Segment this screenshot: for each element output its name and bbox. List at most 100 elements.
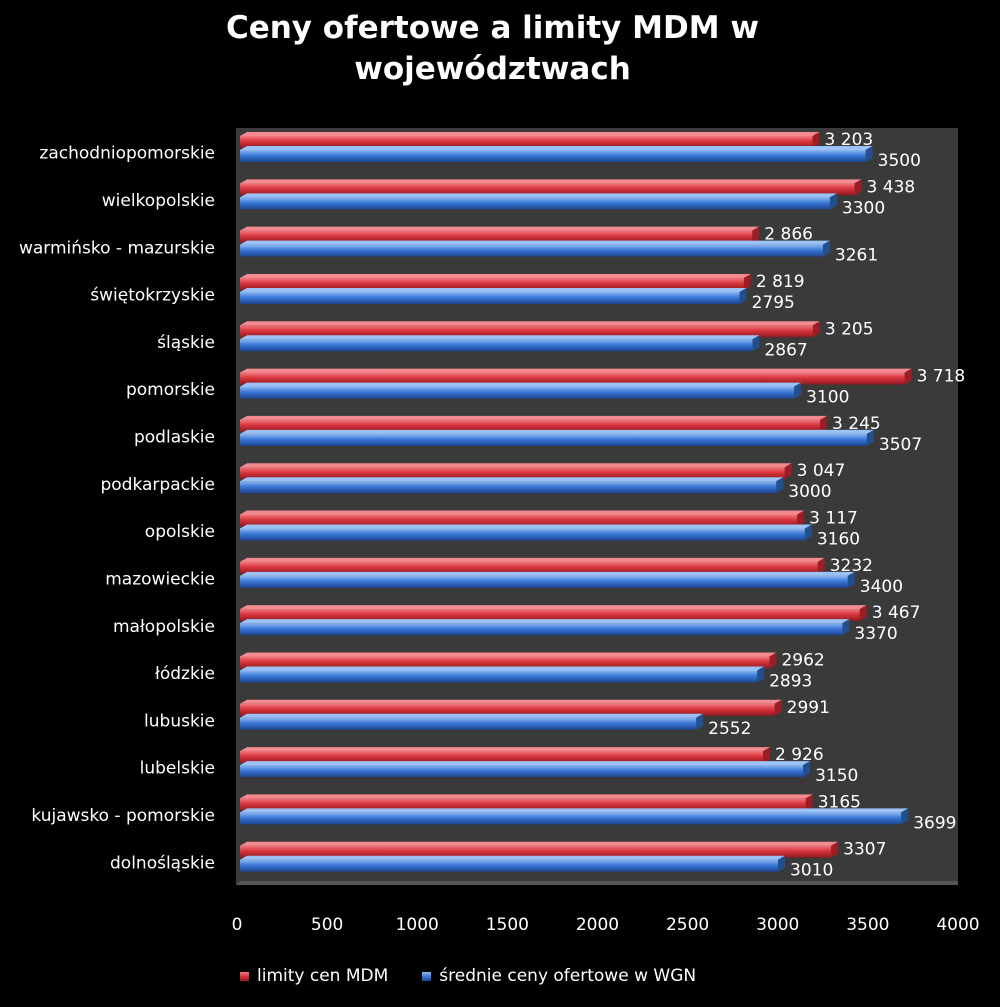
- bar-top-face: [240, 477, 784, 482]
- data-label: 2 926: [775, 745, 824, 765]
- data-label: 3 245: [832, 414, 881, 434]
- data-label: 3 438: [867, 177, 916, 197]
- bar: [240, 291, 740, 304]
- bar-end-face: [752, 226, 760, 243]
- x-tick-label: 3000: [756, 915, 799, 935]
- bar-top-face: [240, 713, 704, 718]
- legend-item-series-2: średnie ceny ofertowe w WGN: [422, 966, 696, 986]
- bar-top-face: [240, 463, 792, 468]
- data-label: 2867: [764, 340, 807, 360]
- bar-top-face: [240, 240, 830, 245]
- x-tick-label: 1000: [396, 915, 439, 935]
- bar: [240, 481, 777, 494]
- bar: [240, 230, 753, 243]
- bar-top-face: [240, 761, 811, 766]
- data-label: 3300: [842, 198, 885, 218]
- bar-top-face: [240, 524, 812, 529]
- legend-swatch-blue: [422, 971, 432, 981]
- bar: [240, 561, 818, 574]
- bar-end-face: [797, 510, 805, 527]
- bar-end-face: [739, 287, 747, 304]
- data-label: 2795: [752, 293, 795, 313]
- bar-top-face: [240, 808, 909, 813]
- bar-end-face: [774, 699, 782, 716]
- bar-end-face: [776, 477, 784, 494]
- bar: [240, 433, 867, 446]
- bar-top-face: [240, 605, 867, 610]
- category-label: śląskie: [157, 333, 215, 353]
- bar-end-face: [859, 605, 867, 622]
- bar-end-face: [842, 619, 850, 636]
- bar-top-face: [240, 132, 820, 136]
- bar-top-face: [240, 666, 765, 671]
- bar: [240, 845, 832, 858]
- legend-item-series-1: limity cen MDM: [240, 966, 388, 986]
- bar: [240, 325, 813, 338]
- chart-title-line-2: województwach: [354, 51, 631, 87]
- bar: [240, 197, 830, 210]
- bar-end-face: [784, 463, 792, 480]
- data-label: 3 117: [809, 509, 858, 529]
- data-label: 3507: [879, 435, 922, 455]
- bar: [240, 183, 855, 196]
- bar: [240, 623, 843, 636]
- bar-top-face: [240, 794, 813, 799]
- bar: [240, 339, 753, 352]
- category-label: małopolskie: [113, 617, 215, 637]
- category-label: świętokrzyskie: [90, 286, 215, 306]
- legend-label-series-2: średnie ceny ofertowe w WGN: [439, 966, 697, 986]
- x-tick-label: 0: [232, 915, 243, 935]
- bar-top-face: [240, 619, 850, 624]
- bar-top-face: [240, 226, 760, 231]
- bar-end-face: [829, 193, 837, 210]
- bar: [240, 150, 866, 162]
- bar: [240, 514, 798, 527]
- data-label: 3165: [818, 792, 861, 812]
- bar-end-face: [865, 146, 873, 162]
- category-label: lubelskie: [140, 759, 215, 779]
- bar-end-face: [866, 429, 874, 446]
- bar: [240, 277, 744, 290]
- bar-end-face: [854, 179, 862, 196]
- category-label: mazowieckie: [105, 569, 215, 589]
- data-label: 3 718: [917, 367, 966, 387]
- plot-floor: [236, 881, 958, 885]
- x-tick-label: 500: [311, 915, 343, 935]
- category-label: podkarpackie: [100, 475, 215, 495]
- bar-end-face: [804, 524, 812, 541]
- bar-top-face: [240, 429, 874, 434]
- bar-top-face: [240, 415, 828, 420]
- bar: [240, 575, 848, 588]
- data-label: 3160: [817, 530, 860, 550]
- bar-top-face: [240, 571, 855, 576]
- bar-end-face: [778, 855, 786, 872]
- chart-title: Ceny ofertowe a limity MDM w województwa…: [0, 8, 985, 90]
- category-label: lubuskie: [144, 711, 215, 731]
- bar-end-face: [812, 321, 820, 338]
- data-label: 3699: [913, 813, 956, 833]
- legend-label-series-1: limity cen MDM: [257, 966, 389, 986]
- data-label: 3000: [788, 482, 831, 502]
- data-label: 3400: [860, 577, 903, 597]
- data-label: 3150: [815, 766, 858, 786]
- x-tick-label: 2500: [666, 915, 709, 935]
- category-label: opolskie: [145, 522, 215, 542]
- data-label: 3261: [835, 246, 878, 266]
- data-label: 2552: [708, 719, 751, 739]
- bar: [240, 670, 758, 683]
- data-label: 2 819: [756, 272, 805, 292]
- bar-end-face: [696, 713, 704, 730]
- bar-top-face: [240, 335, 760, 340]
- bar-top-face: [240, 146, 873, 150]
- category-label: zachodniopomorskie: [39, 144, 215, 164]
- bar-top-face: [240, 287, 747, 292]
- bar-end-face: [752, 335, 760, 352]
- bar-top-face: [240, 382, 802, 387]
- bar-top-face: [240, 652, 777, 657]
- category-label: podlaskie: [134, 428, 215, 448]
- bar-top-face: [240, 557, 825, 562]
- bar-end-face: [812, 132, 820, 148]
- data-label: 2962: [781, 650, 824, 670]
- bar-top-face: [240, 510, 805, 515]
- bar: [240, 419, 821, 432]
